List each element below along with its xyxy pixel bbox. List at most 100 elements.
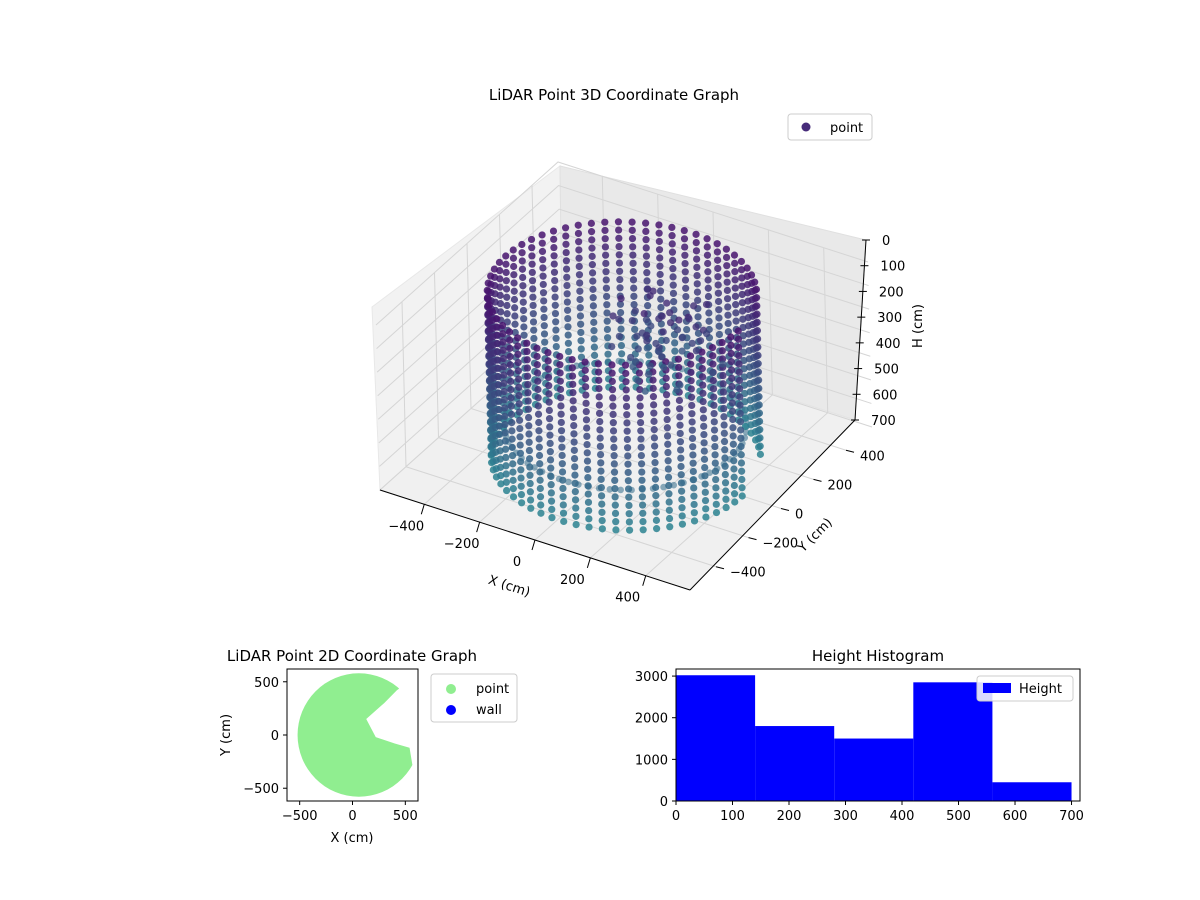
- data-point-3d: [739, 315, 747, 323]
- data-point-3d: [562, 232, 570, 240]
- data-point-3d: [595, 401, 603, 409]
- tick-label-x-2d: 0: [348, 809, 356, 824]
- data-point-3d: [509, 476, 517, 484]
- data-point-3d: [673, 326, 682, 334]
- data-point-3d: [756, 442, 764, 450]
- data-point-3d: [493, 331, 501, 339]
- data-point-3d: [517, 466, 525, 474]
- data-point-3d: [520, 315, 528, 323]
- data-point-3d: [616, 267, 624, 275]
- data-point-3d: [575, 271, 584, 279]
- data-point-3d: [689, 467, 697, 476]
- tick-label-x-hist: 600: [1003, 809, 1028, 824]
- data-point-3d: [502, 453, 510, 462]
- data-point-3d: [556, 361, 564, 369]
- data-point-3d: [603, 317, 611, 325]
- data-point-3d: [662, 374, 670, 382]
- data-point-3d: [676, 421, 684, 429]
- data-point-3d: [704, 292, 713, 301]
- data-point-3d: [623, 427, 631, 435]
- data-point-3d: [548, 514, 556, 522]
- data-point-3d: [657, 295, 665, 303]
- data-point-3d: [587, 219, 595, 227]
- data-point-3d: [663, 424, 671, 432]
- data-point-3d: [525, 430, 533, 438]
- data-point-3d: [518, 240, 526, 249]
- data-point-3d: [702, 505, 710, 513]
- data-point-3d: [511, 312, 519, 320]
- data-point-3d: [662, 358, 670, 366]
- data-point-3d: [541, 338, 549, 346]
- data-point-3d: [526, 479, 534, 488]
- data-point-3d: [688, 410, 696, 418]
- data-point-3d: [556, 352, 564, 361]
- data-point-3d: [692, 323, 700, 331]
- data-point-3d: [751, 278, 759, 286]
- data-point-3d: [614, 218, 623, 226]
- data-point-3d: [495, 258, 504, 266]
- data-point-3d: [558, 460, 566, 468]
- data-point-3d: [700, 439, 708, 447]
- legend-3d: point: [787, 113, 873, 141]
- data-point-3d: [681, 251, 689, 259]
- data-point-3d: [515, 391, 523, 400]
- data-point-3d: [557, 402, 565, 410]
- data-point-3d: [498, 321, 507, 330]
- data-point-3d: [663, 299, 671, 307]
- data-point-3d: [722, 245, 730, 253]
- data-point-3d: [675, 372, 683, 380]
- data-point-3d: [595, 384, 603, 393]
- tick-label-y: 200: [828, 478, 853, 493]
- data-point-3d: [612, 526, 620, 534]
- data-point-3d: [597, 483, 605, 492]
- data-point-3d: [642, 244, 650, 252]
- data-point-3d: [495, 422, 504, 430]
- data-point-3d: [556, 385, 565, 394]
- data-point-3d: [715, 306, 723, 314]
- data-point-3d: [537, 509, 545, 517]
- data-point-3d: [660, 363, 668, 371]
- data-point-3d: [545, 406, 553, 414]
- data-point-3d: [698, 348, 706, 356]
- data-point-3d: [570, 446, 578, 454]
- data-point-3d: [681, 243, 689, 251]
- data-point-3d: [572, 512, 580, 520]
- data-point-3d: [634, 376, 642, 384]
- data-point-3d: [735, 360, 743, 368]
- data-point-3d: [651, 459, 659, 467]
- data-point-3d: [610, 435, 618, 443]
- data-point-3d: [564, 347, 573, 356]
- data-point-3d: [664, 457, 672, 465]
- data-point-3d: [721, 462, 729, 470]
- data-point-3d: [644, 302, 652, 310]
- data-point-3d: [664, 448, 672, 457]
- grid-line-z: [379, 326, 873, 491]
- data-point-3d: [598, 508, 606, 516]
- data-point-3d: [564, 331, 572, 339]
- data-point-3d: [538, 239, 546, 247]
- data-point-3d: [562, 265, 571, 273]
- data-point-3d: [688, 401, 696, 410]
- data-point-3d: [645, 370, 653, 378]
- data-point-3d: [669, 273, 677, 281]
- data-point-3d: [559, 501, 567, 509]
- data-point-3d: [584, 482, 592, 490]
- data-point-3d: [608, 377, 616, 385]
- tick-label-y-hist: 1000: [635, 753, 668, 768]
- data-point-3d: [558, 435, 566, 443]
- data-point-3d: [511, 320, 519, 328]
- data-point-3d: [693, 288, 702, 296]
- data-point-3d: [675, 396, 684, 405]
- data-point-3d: [514, 367, 523, 375]
- data-point-3d: [705, 317, 713, 325]
- data-point-3d: [557, 418, 565, 427]
- data-point-3d: [689, 476, 698, 484]
- data-point-3d: [625, 501, 633, 510]
- data-point-3d: [690, 500, 698, 509]
- data-point-3d: [719, 360, 727, 368]
- data-point-3d: [508, 443, 516, 451]
- data-point-3d: [666, 319, 675, 327]
- data-point-3d: [663, 432, 672, 440]
- data-point-3d: [534, 410, 543, 418]
- data-point-3d: [753, 327, 762, 335]
